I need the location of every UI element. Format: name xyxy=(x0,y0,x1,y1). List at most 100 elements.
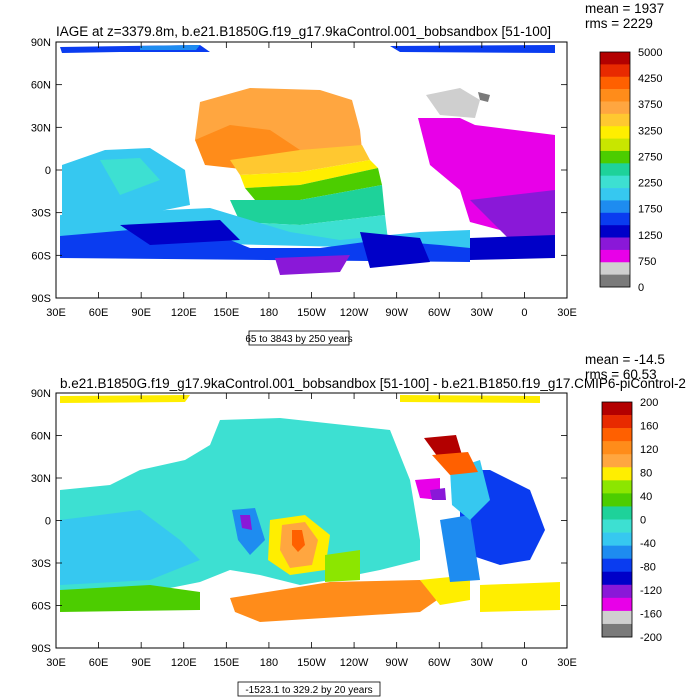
x-tick-label: 30E xyxy=(557,657,577,669)
y-tick-label: 90N xyxy=(31,388,51,400)
panel-1-title: IAGE at z=3379.8m, b.e21.B1850G.f19_g17.… xyxy=(56,24,551,39)
arctic-strip-3 xyxy=(390,45,555,53)
panel-1-colorbar: 5000 4250 3750 3250 2750 2250 1750 1250 750 0 xyxy=(599,47,662,294)
colorbar-swatch xyxy=(600,64,630,78)
panel-1-map xyxy=(60,45,555,275)
y-tick-label: 0 xyxy=(45,516,51,528)
south-pacific-blue xyxy=(360,232,430,268)
colorbar-label: 120 xyxy=(640,444,658,456)
x-tick-label: 30E xyxy=(557,307,577,319)
atlantic-lightblue xyxy=(450,460,490,520)
panel-1: IAGE at z=3379.8m, b.e21.B1850G.f19_g17.… xyxy=(31,1,664,346)
x-tick-label: 30E xyxy=(46,657,66,669)
y-tick-label: 30S xyxy=(31,558,51,570)
south-atlantic-blue xyxy=(470,235,555,260)
x-tick-label: 90W xyxy=(385,307,408,319)
colorbar-label: 80 xyxy=(640,468,652,480)
colorbar-swatch xyxy=(602,506,632,520)
arctic-yellow-2 xyxy=(400,395,540,403)
x-tick-label: 150W xyxy=(297,657,326,669)
colorbar-swatch xyxy=(602,597,632,612)
colorbar-swatch xyxy=(600,138,630,152)
y-tick-label: 60S xyxy=(31,250,51,262)
colorbar-swatch xyxy=(600,113,630,127)
colorbar-swatch xyxy=(600,163,630,176)
colorbar-swatch xyxy=(600,249,630,263)
panel-2-title: b.e21.B1850G.f19_g17.9kaControl.001_bobs… xyxy=(60,376,686,391)
colorbar-frame xyxy=(599,51,631,288)
x-tick-label: 120E xyxy=(171,657,197,669)
x-tick-label: 90W xyxy=(385,657,408,669)
colorbar-swatch xyxy=(602,493,632,507)
colorbar-swatch xyxy=(600,225,630,238)
panel-1-rms: rms = 2229 xyxy=(585,16,653,31)
colorbar-label: 1750 xyxy=(638,204,662,216)
colorbar-swatch xyxy=(602,415,632,429)
colorbar-swatch xyxy=(602,428,632,442)
pacific-purple xyxy=(240,515,252,530)
panel-2: b.e21.B1850G.f19_g17.9kaControl.001_bobs… xyxy=(31,352,686,697)
colorbar-label: 200 xyxy=(640,397,658,409)
arctic-yellow xyxy=(60,395,190,403)
x-tick-label: 0 xyxy=(521,307,527,319)
x-tick-label: 30W xyxy=(471,307,494,319)
colorbar-swatch xyxy=(600,150,630,164)
colorbar-swatch xyxy=(602,545,632,559)
colorbar-swatch xyxy=(602,610,632,625)
colorbar-swatch xyxy=(602,571,632,586)
panel-2-colorbar: 200 160 120 80 40 0 -40 -80 -120 -160 -200 xyxy=(601,397,662,644)
colorbar-swatch xyxy=(602,623,632,638)
pacific-teal xyxy=(230,185,385,225)
south-orange xyxy=(230,580,440,622)
colorbar-swatch xyxy=(600,76,630,90)
y-tick-label: 90S xyxy=(31,643,51,655)
colorbar-label: 2250 xyxy=(638,178,662,190)
colorbar-label: 0 xyxy=(640,515,646,527)
x-tick-label: 120W xyxy=(340,307,369,319)
south-green xyxy=(60,585,200,612)
colorbar-swatch xyxy=(602,441,632,455)
colorbar-label: 4250 xyxy=(638,73,662,85)
x-tick-label: 30E xyxy=(46,307,66,319)
y-tick-label: 60N xyxy=(31,80,51,92)
colorbar-swatch xyxy=(600,188,630,201)
x-tick-label: 60E xyxy=(89,657,109,669)
y-tick-label: 60S xyxy=(31,601,51,613)
colorbar-label: 0 xyxy=(638,282,644,294)
colorbar-swatch xyxy=(602,402,632,416)
panel-1-info-box xyxy=(248,330,350,346)
pacific-yellow-2 xyxy=(240,160,378,188)
colorbar-swatch xyxy=(600,175,630,189)
y-tick-label: 90N xyxy=(31,37,51,49)
colorbar-swatch xyxy=(600,237,630,251)
arctic-strip-2 xyxy=(140,45,200,50)
y-tick-label: 30S xyxy=(31,208,51,220)
colorbar-label: -120 xyxy=(640,585,662,597)
colorbar-label: -200 xyxy=(640,632,662,644)
colorbar-swatch xyxy=(600,101,630,115)
colorbar-swatch xyxy=(602,532,632,546)
colorbar-swatch xyxy=(600,200,630,214)
x-tick-label: 90E xyxy=(131,657,151,669)
x-tick-label: 180 xyxy=(260,657,278,669)
colorbar-swatch xyxy=(602,558,632,573)
x-tick-label: 30W xyxy=(471,657,494,669)
south-band-purple xyxy=(275,255,350,275)
colorbar-label: -80 xyxy=(640,562,656,574)
colorbar-swatch xyxy=(602,584,632,599)
x-tick-label: 150E xyxy=(213,307,239,319)
panel-2-mean: mean = -14.5 xyxy=(585,352,665,367)
colorbar-swatch xyxy=(600,52,630,65)
atlantic-grey xyxy=(426,88,480,118)
colorbar-swatch xyxy=(600,274,630,288)
panel-2-rms: rms = 60.53 xyxy=(585,367,657,382)
y-tick-label: 30N xyxy=(31,122,51,134)
x-tick-label: 150E xyxy=(213,657,239,669)
colorbar-swatch xyxy=(600,212,630,226)
colorbar-label: 1250 xyxy=(638,230,662,242)
atlantic-violet xyxy=(470,190,555,240)
indian-ocean-cyan xyxy=(100,158,160,195)
pacific-blue-west xyxy=(232,508,265,555)
panel-2-contour-info: -1523.1 to 329.2 by 20 years xyxy=(245,685,372,696)
